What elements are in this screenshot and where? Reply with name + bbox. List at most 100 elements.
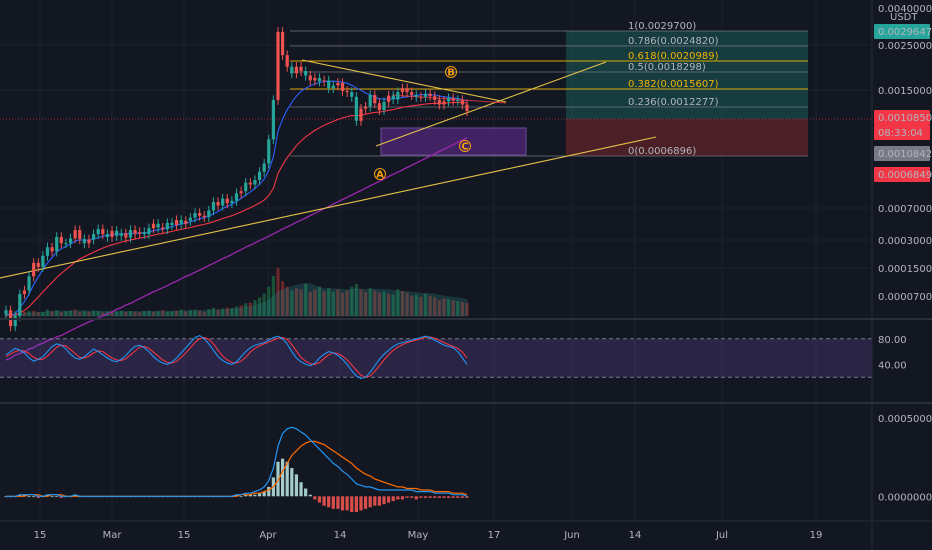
fibonacci-retracement[interactable]: 1(0.0029700) 0.786(0.0024820) 0.618(0.0020… [290, 21, 808, 157]
candle-body [400, 88, 405, 93]
macd-histogram-bar [359, 496, 363, 511]
candle-body [101, 229, 105, 235]
macd-histogram-bar [244, 494, 248, 497]
fib-level-label: 0.618(0.0020989) [628, 51, 719, 62]
macd-histogram-bar [354, 496, 358, 512]
volume-bar [345, 290, 349, 316]
macd-histogram-bar [451, 496, 455, 498]
volume-bar [451, 300, 455, 316]
stoch-tick-label: 40.00 [878, 360, 907, 371]
candle-body [161, 227, 165, 230]
grid [0, 0, 872, 520]
candle-body [105, 234, 110, 237]
price-tick-label: 0.0003000 [878, 236, 932, 247]
candle-body [460, 99, 464, 105]
macd-histogram-bar [290, 468, 294, 497]
time-axis[interactable]: 15 Mar 15 Apr 14 May 17 Jun 14 Jul 19 [34, 530, 823, 541]
candle-body [115, 230, 119, 236]
price-axis[interactable]: 0.0040000 0.0025000 0.0015000 0.0007000 0.00… [874, 4, 932, 503]
macd-histogram-bar [396, 496, 400, 500]
macd-histogram-bar [368, 496, 372, 508]
stop-zone [566, 119, 808, 156]
time-tick-label: Apr [259, 530, 277, 541]
macd-histogram-bar [234, 494, 239, 497]
candle-body [22, 290, 27, 295]
candle-body [110, 230, 114, 237]
candle-body [396, 92, 400, 100]
candle-body [294, 66, 299, 74]
candle-body [4, 310, 8, 315]
fib-level-label: 0.382(0.0015607) [628, 79, 719, 90]
candle-body [179, 219, 183, 224]
macd-histogram-bar [27, 496, 31, 498]
candle-body [36, 262, 40, 267]
candle-body [276, 31, 280, 100]
volume-bar [428, 295, 432, 316]
volume-bar [262, 293, 266, 316]
candle-body [244, 182, 248, 192]
volume-bar [115, 311, 119, 316]
volume-bar [133, 311, 137, 316]
time-tick-label: 14 [334, 530, 347, 541]
candle-body [13, 315, 17, 327]
candle-body [262, 163, 266, 172]
volume-bar [285, 286, 289, 316]
time-tick-label: 14 [629, 530, 642, 541]
macd-histogram-bar [377, 496, 382, 506]
volume-bar [253, 300, 257, 316]
trendlines[interactable] [0, 59, 657, 279]
wave-label-circle [459, 140, 471, 152]
macd-histogram-bar [262, 491, 266, 497]
price-marker-label: 0.0010850 [878, 113, 932, 124]
macd-histogram-bar [414, 496, 418, 500]
candle-body [207, 210, 211, 218]
volume-bar [216, 309, 220, 316]
time-tick-label: Mar [103, 530, 123, 541]
candle-body [322, 80, 326, 82]
volume-bar [202, 311, 206, 316]
fib-level-label: 0.5(0.0018298) [628, 62, 706, 73]
candle-body [248, 182, 252, 185]
candle-body [446, 98, 451, 102]
volume-bar [336, 289, 340, 316]
volume-bar [460, 302, 464, 316]
volume-bar [91, 310, 96, 316]
macd-histogram-bar [446, 496, 451, 498]
volume-bar [147, 310, 151, 316]
macd-histogram-bar [410, 496, 414, 498]
macd-histogram-bar [373, 496, 377, 506]
volume-bar [207, 309, 211, 316]
candle-body [221, 198, 225, 206]
candle-body [299, 66, 303, 72]
macd-histogram-bar [456, 496, 460, 498]
macd-histogram-bar [253, 494, 257, 497]
candle-body [405, 88, 409, 93]
candle-body [78, 230, 82, 240]
volume-bar [350, 286, 354, 316]
price-marker-bg [874, 110, 930, 125]
price-marker-bg [874, 146, 930, 161]
volume-bar [456, 301, 460, 316]
candle-body [188, 217, 192, 221]
candle-body [202, 215, 206, 218]
macd-histogram-bar [32, 496, 36, 498]
volume-bar [22, 311, 27, 316]
price-marker-label: 0.0006849 [878, 170, 932, 181]
candle-body [211, 201, 216, 211]
macd-histogram-bar [340, 496, 345, 511]
volume-bar [294, 288, 299, 316]
candle-body [82, 239, 86, 244]
wave-label: A [376, 170, 384, 181]
candle-body [382, 101, 386, 111]
candle-body [465, 104, 469, 112]
macd-histogram-bar [317, 496, 322, 503]
candle-body [119, 233, 123, 236]
candle-body [45, 247, 50, 256]
volume-bar [442, 298, 446, 316]
fib-level-label: 0.236(0.0012277) [628, 97, 719, 108]
volume-bar [174, 310, 179, 316]
volume-bar [322, 290, 326, 316]
volume-bar [317, 286, 322, 316]
macd-histogram-bar [308, 494, 312, 497]
